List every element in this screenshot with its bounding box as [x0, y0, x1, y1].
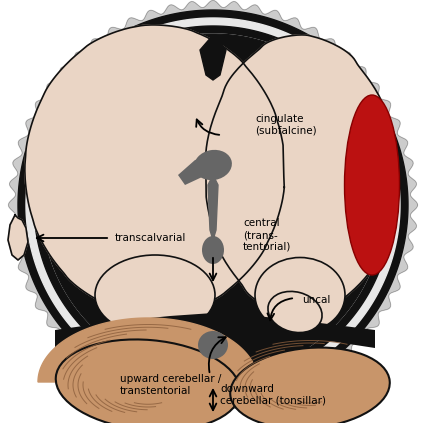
Polygon shape: [38, 318, 258, 382]
Ellipse shape: [268, 291, 322, 332]
Polygon shape: [178, 155, 213, 185]
Polygon shape: [42, 34, 384, 376]
Ellipse shape: [202, 236, 224, 264]
Polygon shape: [200, 35, 226, 80]
Ellipse shape: [255, 258, 345, 332]
Polygon shape: [8, 215, 28, 260]
Polygon shape: [9, 0, 417, 409]
Polygon shape: [25, 25, 284, 315]
Ellipse shape: [194, 150, 232, 180]
Polygon shape: [206, 35, 395, 315]
Ellipse shape: [56, 339, 240, 423]
Polygon shape: [208, 175, 218, 240]
Ellipse shape: [230, 348, 390, 423]
Polygon shape: [26, 18, 400, 392]
Text: transcalvarial: transcalvarial: [115, 233, 187, 243]
Polygon shape: [55, 313, 375, 348]
Polygon shape: [18, 10, 408, 400]
Ellipse shape: [198, 331, 228, 359]
Ellipse shape: [345, 95, 400, 275]
Polygon shape: [34, 26, 392, 384]
Text: cingulate
(subfalcine): cingulate (subfalcine): [255, 114, 317, 136]
Text: central
(trans-
tentorial): central (trans- tentorial): [243, 218, 291, 252]
Polygon shape: [42, 34, 384, 376]
Text: downward
cerebellar (tonsillar): downward cerebellar (tonsillar): [220, 384, 326, 406]
Text: uncal: uncal: [302, 295, 331, 305]
Ellipse shape: [95, 255, 215, 335]
Text: upward cerebellar /
transtentorial: upward cerebellar / transtentorial: [120, 374, 222, 396]
